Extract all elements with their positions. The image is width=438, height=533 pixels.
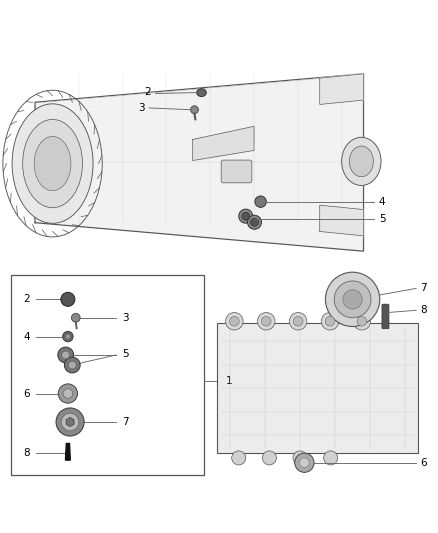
Circle shape [290,312,307,330]
Text: 1: 1 [226,376,232,386]
Circle shape [343,290,362,309]
Circle shape [226,312,243,330]
Circle shape [258,312,275,330]
Circle shape [191,106,198,114]
Circle shape [325,272,380,327]
Circle shape [300,458,309,467]
Ellipse shape [197,88,206,96]
Ellipse shape [342,138,381,185]
Circle shape [232,451,246,465]
Circle shape [293,451,307,465]
Circle shape [295,453,314,472]
Polygon shape [193,126,254,160]
Circle shape [62,351,70,359]
Polygon shape [66,418,74,426]
Polygon shape [320,74,364,104]
Text: 4: 4 [379,197,385,207]
Circle shape [293,317,303,326]
Circle shape [255,196,266,207]
Circle shape [251,219,258,226]
Polygon shape [35,74,364,251]
Circle shape [242,212,250,220]
Circle shape [68,361,76,369]
Text: 7: 7 [420,284,427,293]
Polygon shape [65,443,70,460]
Text: 8: 8 [420,305,427,316]
Circle shape [334,281,371,318]
Polygon shape [320,205,364,236]
Circle shape [71,313,80,322]
FancyBboxPatch shape [221,160,252,183]
Text: 6: 6 [420,458,427,468]
Circle shape [325,317,335,326]
Text: 3: 3 [138,103,145,113]
Circle shape [61,292,75,306]
Text: 8: 8 [23,448,30,458]
Text: 2: 2 [23,294,30,304]
Ellipse shape [349,146,373,177]
Circle shape [261,317,271,326]
Ellipse shape [34,136,71,191]
Text: 5: 5 [122,349,128,359]
Text: 2: 2 [145,87,151,97]
Text: 7: 7 [122,417,128,427]
Circle shape [262,451,276,465]
Circle shape [324,451,338,465]
Circle shape [357,317,367,326]
Circle shape [58,347,74,363]
Text: 5: 5 [379,214,385,224]
Ellipse shape [12,104,93,223]
Circle shape [63,332,73,342]
Circle shape [56,408,84,436]
Circle shape [321,312,339,330]
FancyBboxPatch shape [382,304,389,329]
Circle shape [353,312,371,330]
Bar [11,275,204,474]
Circle shape [239,209,253,223]
Circle shape [61,413,79,431]
Circle shape [230,317,239,326]
Text: 3: 3 [122,313,128,323]
Ellipse shape [23,119,82,208]
Circle shape [63,389,73,398]
Circle shape [247,215,261,229]
Circle shape [65,334,71,339]
Circle shape [64,357,80,373]
Circle shape [58,384,78,403]
FancyBboxPatch shape [217,324,418,453]
Text: 4: 4 [23,332,30,342]
Text: 6: 6 [23,389,30,399]
